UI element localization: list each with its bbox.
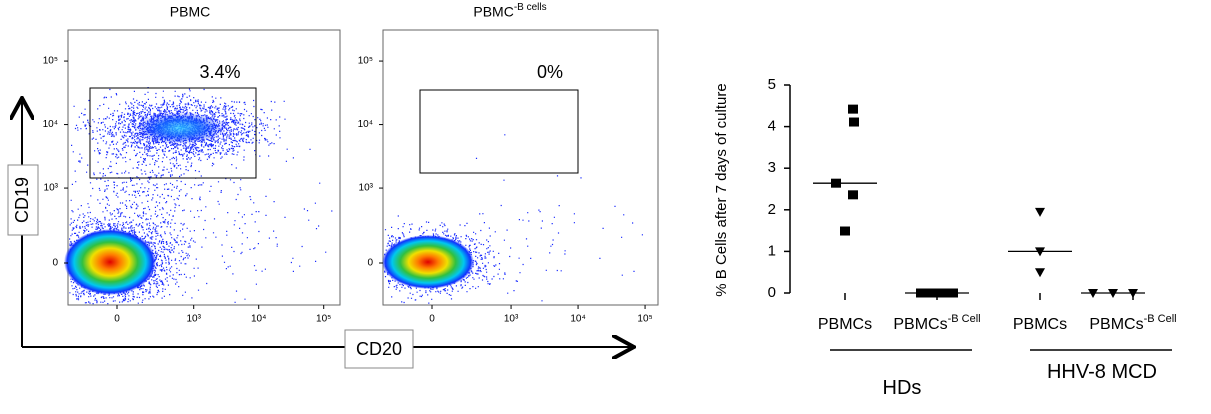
y-tick-label: 4 <box>768 118 776 135</box>
y-tick-label: 10³ <box>359 183 374 194</box>
y-label-box <box>7 164 39 236</box>
y-tick-label: 0 <box>768 284 776 301</box>
events <box>69 87 333 305</box>
density-core <box>382 235 474 289</box>
data-point <box>848 190 858 200</box>
data-point <box>848 104 858 114</box>
y-tick-label: 5 <box>768 76 776 93</box>
y-axis-title: % B Cells after 7 days of culture <box>713 83 730 296</box>
data-point <box>849 117 859 127</box>
x-tick-label: PBMCs-B Cell <box>1089 313 1176 333</box>
data-point <box>840 226 850 236</box>
x-tick-label: 10³ <box>186 314 201 325</box>
y-tick-label: 3 <box>768 159 776 176</box>
x-label-box <box>344 329 414 369</box>
group-label: HHV-8 MCD <box>1046 361 1157 383</box>
panel-title: PBMC-B cells <box>473 2 546 20</box>
x-tick-label: PBMCs <box>1013 316 1067 333</box>
gate-label: 3.4% <box>199 62 240 82</box>
gate-label: 0% <box>537 62 563 82</box>
y-tick-label: 0 <box>52 258 58 269</box>
gate <box>419 89 579 174</box>
y-tick-label: 2 <box>768 201 776 218</box>
y-tick-label: 10⁴ <box>358 119 373 130</box>
x-tick-label: 0 <box>429 314 435 325</box>
y-axis-title: CD19 <box>12 177 32 223</box>
y-tick-label: 10⁵ <box>43 56 58 67</box>
x-tick-label: 0 <box>114 314 120 325</box>
density-core <box>135 112 225 144</box>
panel-title: PBMC <box>170 4 210 20</box>
y-tick-label: 10³ <box>44 183 59 194</box>
density-core <box>64 229 156 295</box>
x-tick-label: 10⁵ <box>637 314 652 325</box>
x-tick-label: PBMCs-B Cell <box>893 313 980 333</box>
y-tick-label: 1 <box>768 242 776 259</box>
gate <box>89 87 257 179</box>
y-tick-label: 10⁴ <box>43 119 58 130</box>
y-tick-label: 10⁵ <box>358 56 373 67</box>
x-tick-label: 10⁵ <box>316 314 331 325</box>
data-point <box>1035 268 1045 278</box>
group-label: HDs <box>882 377 922 399</box>
x-tick-label: 10⁴ <box>251 314 266 325</box>
x-tick-label: 10⁴ <box>570 314 585 325</box>
y-tick-label: 0 <box>367 258 373 269</box>
data-point <box>1035 207 1045 217</box>
x-axis-title: CD20 <box>356 339 402 359</box>
x-tick-label: 10³ <box>504 314 519 325</box>
x-tick-label: PBMCs <box>818 316 872 333</box>
